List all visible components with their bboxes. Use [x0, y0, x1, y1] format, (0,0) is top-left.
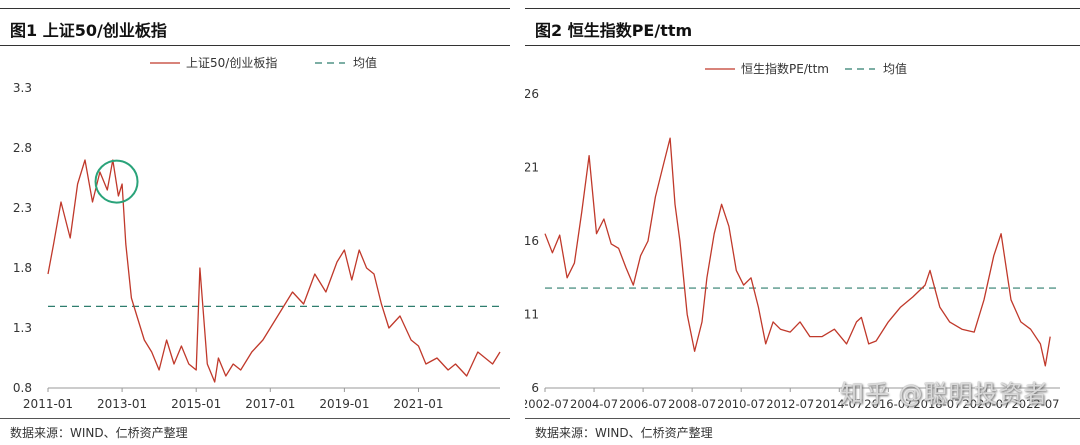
y-tick-label: 1.3 [13, 321, 32, 335]
legend-label: 均值 [883, 61, 907, 76]
chart-title-bar: 图1 上证50/创业板指 [0, 8, 510, 46]
chart-1-svg: 3.3 2.8 2.3 1.8 1.3 0.8 2011-01 2013-01 2015-01 2… [13, 55, 501, 411]
x-tick-label: 2004-07 [570, 397, 618, 411]
x-tick-label: 2022-07 [1011, 397, 1059, 411]
x-tick-label: 2014-07 [815, 397, 863, 411]
chart-panel-2: 图2 恒生指数PE/ttm 26 21 16 11 6 2002-07 2004-07 200… [525, 0, 1080, 445]
chart-title-bar: 图2 恒生指数PE/ttm [525, 8, 1080, 46]
x-tick-label: 2006-07 [619, 397, 667, 411]
y-tick-label: 16 [525, 234, 539, 248]
x-tick-label: 2015-01 [171, 397, 221, 411]
x-tick-label: 2016-07 [864, 397, 912, 411]
y-tick-label: 6 [531, 381, 539, 395]
x-tick-label: 2002-07 [525, 397, 569, 411]
x-tick-label: 2008-07 [668, 397, 716, 411]
watermark: 知乎 @聪明投资者 [840, 380, 1049, 408]
x-tick-label: 2021-01 [393, 397, 443, 411]
footer-rule [0, 418, 510, 419]
series-line [544, 137, 1051, 367]
x-tick-label: 2020-07 [962, 397, 1010, 411]
y-tick-label: 3.3 [13, 81, 32, 95]
y-tick-label: 11 [525, 308, 539, 322]
x-tick-label: 2019-01 [319, 397, 369, 411]
x-tick-label: 2013-01 [97, 397, 147, 411]
chart-title: 图2 恒生指数PE/ttm [535, 21, 693, 40]
source-note: 数据来源：WIND、仁桥资产整理 [10, 426, 188, 440]
legend-label: 恒生指数PE/ttm [741, 61, 829, 76]
series-line [47, 159, 501, 383]
y-tick-label: 2.8 [13, 141, 32, 155]
footer-rule [525, 418, 1080, 419]
x-tick-label: 2017-01 [245, 397, 295, 411]
x-tick-label: 2012-07 [766, 397, 814, 411]
x-tick-label: 2018-07 [913, 397, 961, 411]
chart-title: 图1 上证50/创业板指 [10, 21, 167, 40]
chart-panel-1: 图1 上证50/创业板指 3.3 2.8 2.3 1.8 1.3 0.8 2011-01 20… [0, 0, 510, 445]
x-tick-label: 2010-07 [717, 397, 765, 411]
highlight-circle [94, 159, 139, 204]
y-tick-label: 1.8 [13, 261, 32, 275]
y-tick-label: 0.8 [13, 381, 32, 395]
source-note: 数据来源：WIND、仁桥资产整理 [535, 426, 713, 440]
y-tick-label: 2.3 [13, 201, 32, 215]
legend-label: 均值 [353, 55, 377, 70]
y-tick-label: 21 [525, 161, 539, 175]
legend-label: 上证50/创业板指 [186, 55, 277, 70]
x-tick-label: 2011-01 [23, 397, 73, 411]
y-tick-label: 26 [525, 87, 539, 101]
